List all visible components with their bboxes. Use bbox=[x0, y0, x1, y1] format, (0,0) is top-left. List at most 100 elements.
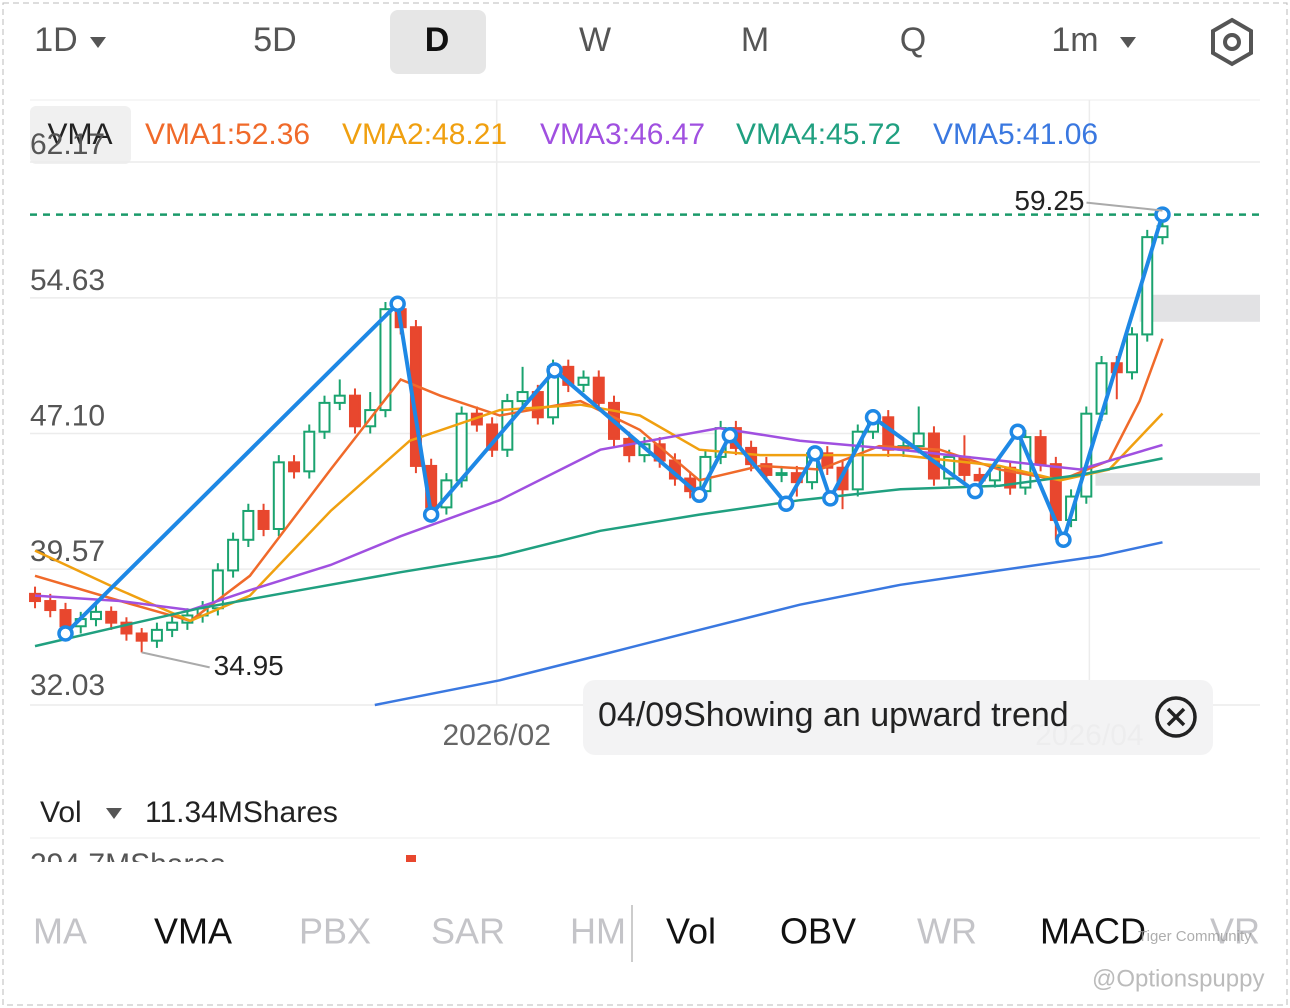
indicator-tab[interactable]: OBV bbox=[780, 911, 856, 952]
tooltip: 04/09Showing an upward trend bbox=[583, 680, 1213, 755]
watermark: @Optionspuppy bbox=[1092, 965, 1264, 992]
period-button[interactable]: Q bbox=[900, 21, 926, 59]
candle-body bbox=[272, 461, 285, 530]
period-button[interactable]: D bbox=[425, 21, 450, 59]
candle-body bbox=[592, 376, 605, 404]
zigzag-point bbox=[806, 445, 824, 462]
candle-body bbox=[89, 610, 102, 621]
candle-body bbox=[912, 432, 925, 448]
price-zone bbox=[1139, 294, 1260, 322]
zigzag-point bbox=[691, 486, 708, 504]
period-button[interactable]: 1m bbox=[1051, 21, 1098, 59]
candle-body bbox=[318, 401, 331, 433]
volume-value: 11.34MShares bbox=[145, 796, 338, 829]
ma-line bbox=[34, 457, 1163, 648]
price-zone bbox=[1095, 473, 1260, 486]
volume-pane: 294.7MShares bbox=[30, 848, 416, 881]
candle-body bbox=[257, 509, 270, 530]
volume-name[interactable]: Vol bbox=[40, 796, 82, 829]
period-dropdown[interactable] bbox=[90, 37, 106, 48]
candle-body bbox=[105, 610, 118, 624]
indicator-tab[interactable]: VMA bbox=[154, 911, 232, 952]
tooltip-close[interactable] bbox=[1155, 696, 1197, 738]
candle-body bbox=[303, 430, 316, 473]
period-button[interactable]: W bbox=[579, 21, 611, 59]
zigzag-line bbox=[64, 214, 1165, 635]
candle-body bbox=[29, 592, 42, 603]
indicator-name[interactable]: VMA bbox=[47, 118, 112, 151]
ma-line bbox=[34, 426, 1163, 612]
candle-body bbox=[166, 621, 179, 631]
indicator-tab[interactable]: HM bbox=[570, 911, 626, 952]
candle-body bbox=[1034, 436, 1047, 466]
price-chart: 32.0339.5747.1054.6362.172026/022026/04V… bbox=[29, 100, 1260, 752]
y-tick-label: 32.03 bbox=[30, 669, 105, 702]
candle-body bbox=[623, 437, 636, 457]
y-tick-label: 62.17 bbox=[30, 128, 105, 161]
candle-body bbox=[227, 538, 240, 572]
candle-body bbox=[333, 394, 346, 404]
zigzag-point bbox=[777, 495, 795, 513]
zigzag-point bbox=[1055, 531, 1072, 549]
indicator-tabs: MA VMA PBX SAR HM Vol OBV WR MACD VR bbox=[33, 911, 1260, 952]
indicator-tab[interactable]: WR bbox=[917, 911, 977, 952]
tooltip-text: 04/09Showing an upward trend bbox=[598, 696, 1069, 734]
watermark: Tiger Community bbox=[1138, 928, 1252, 945]
legend-entry: VMA2:48.21 bbox=[342, 118, 507, 151]
zigzag-point bbox=[864, 409, 882, 426]
period-button[interactable]: 5D bbox=[253, 21, 296, 59]
ma-line bbox=[374, 541, 1163, 707]
toolbar: 1D 5D D W M Q 1m bbox=[34, 10, 1136, 74]
settings-icon[interactable] bbox=[1211, 17, 1253, 67]
zigzag-point bbox=[389, 295, 406, 313]
legend-entry: VMA4:45.72 bbox=[736, 118, 901, 151]
indicator-tab[interactable]: VR bbox=[1210, 911, 1260, 952]
y-tick-label: 47.10 bbox=[30, 399, 105, 432]
indicator-tab[interactable]: SAR bbox=[431, 911, 505, 952]
y-tick-label: 39.57 bbox=[30, 535, 105, 568]
indicator-tab[interactable]: MA bbox=[33, 911, 87, 952]
legend-entry: VMA5:41.06 bbox=[933, 118, 1098, 151]
candle-body bbox=[379, 308, 392, 412]
candle-body bbox=[760, 463, 773, 476]
candle-body bbox=[44, 600, 57, 612]
volume-dropdown[interactable] bbox=[106, 808, 122, 819]
candle-body bbox=[775, 472, 788, 476]
candle-body bbox=[927, 432, 940, 480]
candle-body bbox=[242, 509, 255, 541]
settings-button[interactable] bbox=[1211, 17, 1253, 67]
close-cross bbox=[1166, 707, 1186, 727]
period-button[interactable]: M bbox=[741, 21, 769, 59]
annotation-label: 59.25 bbox=[1014, 185, 1084, 216]
candle-body bbox=[150, 628, 163, 642]
candle-body bbox=[577, 376, 590, 386]
period-dropdown[interactable] bbox=[1120, 37, 1136, 48]
candle-body bbox=[135, 632, 148, 642]
volume-axis-label: 294.7MShares bbox=[30, 848, 225, 881]
zigzag-point bbox=[422, 506, 440, 523]
annotation-label: 34.95 bbox=[214, 650, 284, 681]
volume-bar bbox=[406, 855, 416, 862]
legend-entry: VMA3:46.47 bbox=[540, 118, 705, 151]
candle-body bbox=[288, 461, 301, 473]
indicator-tab[interactable]: Vol bbox=[666, 911, 716, 952]
zigzag-point bbox=[966, 482, 984, 500]
candle-body bbox=[59, 609, 72, 628]
indicator-chip[interactable] bbox=[30, 106, 131, 164]
indicator-tab[interactable]: MACD bbox=[1040, 911, 1146, 952]
period-selected-bg bbox=[390, 10, 486, 74]
zigzag-point bbox=[1009, 423, 1026, 440]
zigzag-point bbox=[822, 490, 839, 507]
x-tick-label: 2026/02 bbox=[442, 719, 550, 752]
legend-entry: VMA1:52.36 bbox=[145, 118, 310, 151]
zigzag-point bbox=[1154, 206, 1171, 223]
zigzag-point bbox=[57, 625, 74, 642]
indicator-tab[interactable]: PBX bbox=[299, 911, 371, 952]
annotation-leader bbox=[1086, 201, 1163, 212]
settings-icon-dot bbox=[1223, 33, 1241, 51]
period-button[interactable]: 1D bbox=[34, 21, 77, 59]
y-tick-label: 54.63 bbox=[30, 264, 105, 297]
zigzag-point bbox=[546, 362, 563, 379]
close-icon[interactable] bbox=[1155, 696, 1197, 738]
